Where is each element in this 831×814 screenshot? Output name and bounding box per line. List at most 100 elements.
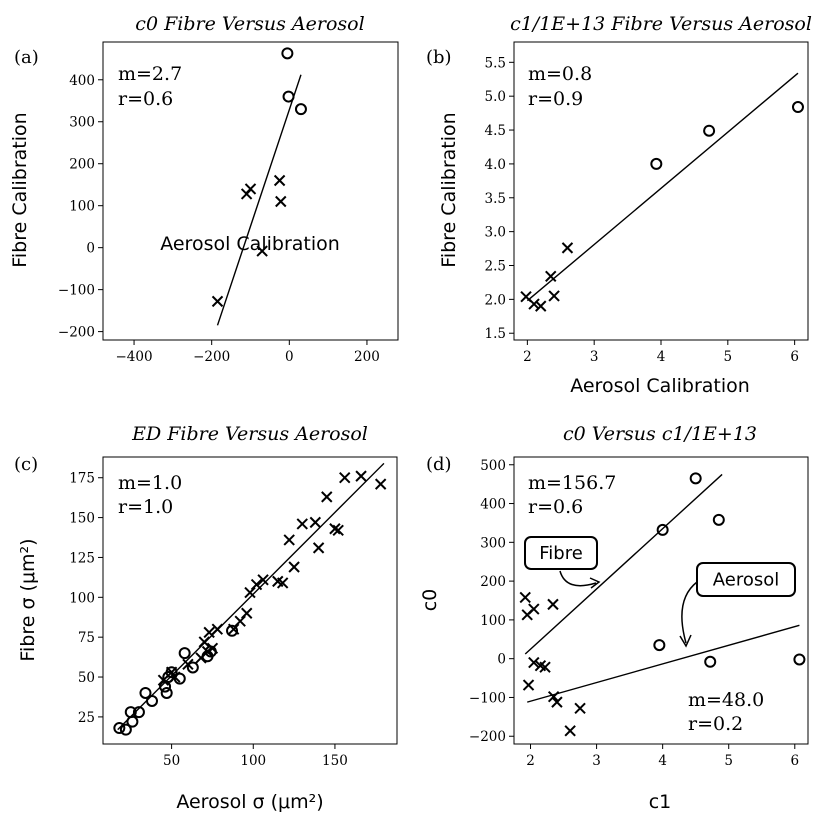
chart-2-point-cross bbox=[257, 574, 269, 586]
chart-0-point-circle bbox=[282, 90, 295, 103]
chart-2-frame bbox=[102, 456, 398, 745]
chart-2-point-circle bbox=[160, 686, 173, 699]
chart-0-ytick-label: 400 bbox=[69, 73, 95, 89]
chart-2-xtick-label: 50 bbox=[163, 753, 180, 769]
chart-2-point-circle bbox=[113, 722, 126, 735]
chart-3-ytick-label: −100 bbox=[469, 690, 506, 706]
chart-1-ytick-label: 2.5 bbox=[485, 259, 506, 275]
chart-2-ytick-label: 175 bbox=[69, 471, 95, 487]
chart-2-point-cross bbox=[244, 586, 256, 599]
chart-3-annotation: m=156.7 bbox=[528, 472, 616, 494]
chart-3-point-cross bbox=[522, 679, 535, 691]
chart-3-point-cross bbox=[564, 725, 576, 737]
chart-2-point-circle bbox=[126, 715, 139, 728]
chart-2-point-circle bbox=[186, 661, 199, 674]
chart-2-point-cross bbox=[374, 478, 387, 490]
chart-3-annotation: r=0.6 bbox=[528, 496, 583, 518]
chart-0-point-cross bbox=[256, 245, 268, 257]
chart-0-point-cross bbox=[244, 183, 257, 195]
chart-0-ytick-label: −200 bbox=[58, 325, 95, 341]
chart-3-xtick-label: 2 bbox=[526, 753, 535, 769]
chart-3-point-cross bbox=[519, 591, 531, 604]
chart-0-frame bbox=[102, 41, 399, 341]
chart-2-point-circle bbox=[119, 723, 132, 736]
chart-1-fit-line bbox=[526, 72, 799, 302]
chart-0-title: c0 Fibre Versus Aerosol bbox=[135, 13, 364, 35]
chart-1-xtick-label: 6 bbox=[790, 349, 799, 365]
chart-0-point-circle bbox=[294, 103, 307, 116]
chart-2-point-cross bbox=[211, 623, 224, 635]
chart-0-ytick-label: 100 bbox=[69, 199, 95, 215]
chart-2-point-cross bbox=[288, 561, 300, 573]
chart-0-point-cross bbox=[275, 195, 287, 208]
chart-2-point-cross bbox=[250, 578, 263, 591]
chart-1-ytick-label: 3.0 bbox=[485, 225, 506, 241]
chart-2-point-cross bbox=[296, 518, 308, 530]
aerosol-arrow bbox=[681, 581, 698, 644]
chart-1-frame bbox=[513, 41, 809, 341]
chart-1-annotation: r=0.9 bbox=[528, 88, 583, 110]
chart-2-point-circle bbox=[204, 645, 217, 658]
chart-3-annotation: m=48.0 bbox=[688, 689, 764, 711]
chart-2-ytick-label: 125 bbox=[69, 550, 95, 566]
chart-3-ytick-label: 400 bbox=[480, 497, 506, 513]
chart-1-point-cross bbox=[545, 270, 557, 283]
chart-2-panel-label: (c) bbox=[14, 454, 38, 475]
chart-0-point-circle bbox=[281, 47, 294, 60]
chart-1-point-circle bbox=[703, 124, 716, 137]
chart-3-ytick-label: 0 bbox=[497, 652, 506, 668]
chart-2-xtick-label: 100 bbox=[240, 753, 266, 769]
chart-0-ytick-label: 200 bbox=[69, 157, 95, 173]
chart-0-ylabel: Fibre Calibration bbox=[9, 112, 31, 267]
chart-3-ylabel: c0 bbox=[419, 589, 441, 612]
chart-3-fit-line bbox=[527, 624, 800, 703]
chart-1-ytick-label: 4.0 bbox=[485, 157, 506, 173]
chart-2-point-cross bbox=[309, 516, 322, 529]
chart-3-point-circle bbox=[712, 513, 725, 526]
chart-1-ytick-label: 4.5 bbox=[485, 123, 506, 139]
chart-0-xlabel: Aerosol Calibration bbox=[160, 233, 340, 255]
chart-0-ytick-label: 0 bbox=[86, 241, 95, 257]
chart-3-point-circle bbox=[653, 639, 666, 652]
chart-2-fit-line bbox=[117, 462, 385, 731]
chart-1-xtick-label: 4 bbox=[657, 349, 666, 365]
chart-3-xtick-label: 5 bbox=[724, 753, 733, 769]
chart-0-ytick-label: −100 bbox=[58, 283, 95, 299]
chart-3-point-cross bbox=[528, 603, 540, 615]
chart-2-point-circle bbox=[139, 686, 152, 699]
chart-3-label-text: Fibre bbox=[539, 543, 583, 564]
chart-1-point-cross bbox=[548, 290, 560, 302]
chart-1-xtick-label: 5 bbox=[724, 349, 733, 365]
chart-2-annotation: m=1.0 bbox=[118, 472, 182, 494]
chart-3-xtick-label: 6 bbox=[790, 753, 799, 769]
chart-2-title: ED Fibre Versus Aerosol bbox=[131, 423, 368, 445]
chart-0-fit-line bbox=[216, 74, 302, 326]
chart-2-ytick-label: 25 bbox=[78, 710, 95, 726]
chart-1-ylabel: Fibre Calibration bbox=[438, 112, 460, 267]
chart-1-point-cross bbox=[528, 298, 540, 310]
chart-2-point-cross bbox=[339, 472, 351, 484]
chart-1-ytick-label: 1.5 bbox=[485, 326, 506, 342]
chart-3-ytick-label: 300 bbox=[480, 535, 506, 551]
chart-1-xlabel: Aerosol Calibration bbox=[570, 375, 750, 397]
chart-2-point-cross bbox=[276, 577, 289, 589]
chart-2-point-circle bbox=[146, 694, 158, 707]
chart-2-ytick-label: 50 bbox=[78, 670, 95, 686]
chart-2-ytick-label: 75 bbox=[78, 630, 95, 646]
chart-3-label-box bbox=[696, 562, 796, 597]
chart-2-point-cross bbox=[312, 542, 325, 554]
chart-3-point-cross bbox=[528, 656, 540, 669]
chart-1-xtick-label: 2 bbox=[523, 349, 532, 365]
chart-1-ytick-label: 2.0 bbox=[485, 292, 506, 308]
chart-2-point-cross bbox=[241, 607, 253, 619]
chart-1-ytick-label: 3.5 bbox=[485, 191, 506, 207]
chart-3-ytick-label: 500 bbox=[480, 458, 506, 474]
chart-2-xtick-label: 150 bbox=[322, 753, 348, 769]
chart-3-xtick-label: 3 bbox=[592, 753, 601, 769]
chart-3-annotation: r=0.2 bbox=[688, 713, 743, 735]
chart-2-point-cross bbox=[234, 615, 246, 627]
chart-2-point-cross bbox=[198, 636, 210, 648]
chart-3-ytick-label: 100 bbox=[480, 613, 506, 629]
chart-0-xtick-label: −200 bbox=[193, 349, 230, 365]
chart-3-point-circle bbox=[689, 472, 702, 485]
